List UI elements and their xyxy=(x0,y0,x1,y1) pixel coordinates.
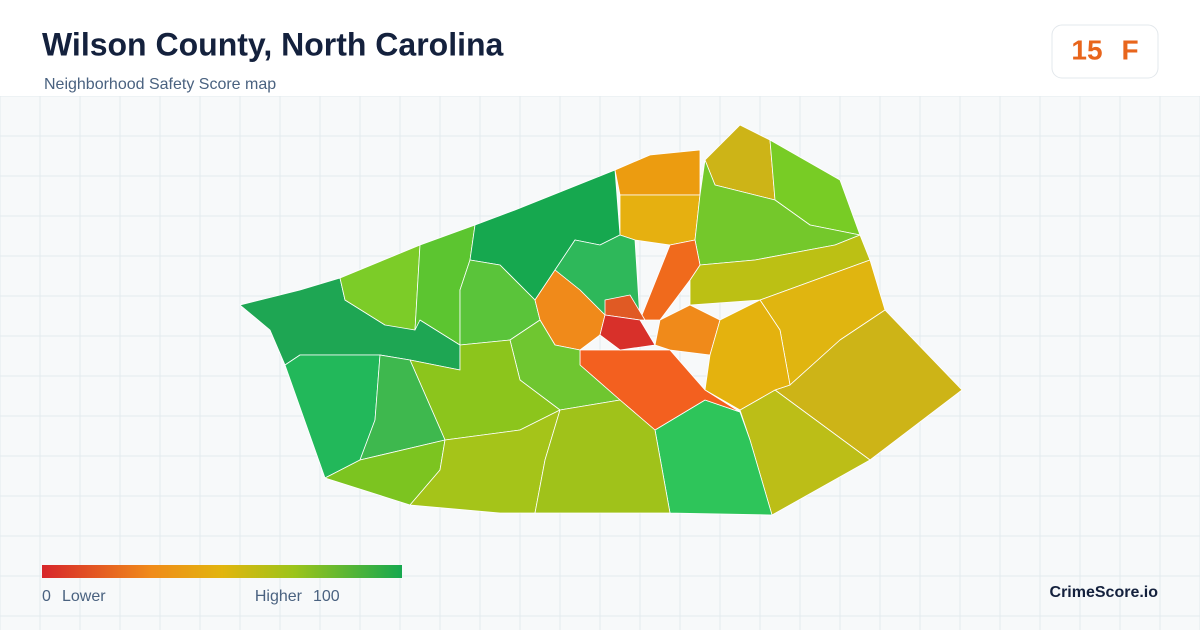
legend-max-label: Higher xyxy=(255,588,303,605)
score-badge xyxy=(1051,24,1159,79)
legend-bar xyxy=(42,565,402,578)
score-value: 15 xyxy=(1071,34,1102,65)
region xyxy=(619,194,701,246)
legend-max: 100 xyxy=(313,588,340,605)
region xyxy=(599,314,656,351)
region xyxy=(339,244,421,331)
brand: CrimeScore.io xyxy=(1050,584,1159,601)
region xyxy=(534,399,671,514)
legend-min-label: Lower xyxy=(62,588,106,605)
legend-min: 0 xyxy=(42,588,51,605)
header-band xyxy=(0,0,1200,96)
title: Wilson County, North Carolina xyxy=(42,26,504,62)
subtitle: Neighborhood Safety Score map xyxy=(44,76,276,93)
region xyxy=(604,294,646,321)
region xyxy=(704,299,791,411)
score-grade: F xyxy=(1121,34,1138,65)
region xyxy=(614,149,701,196)
county-map xyxy=(239,124,963,516)
